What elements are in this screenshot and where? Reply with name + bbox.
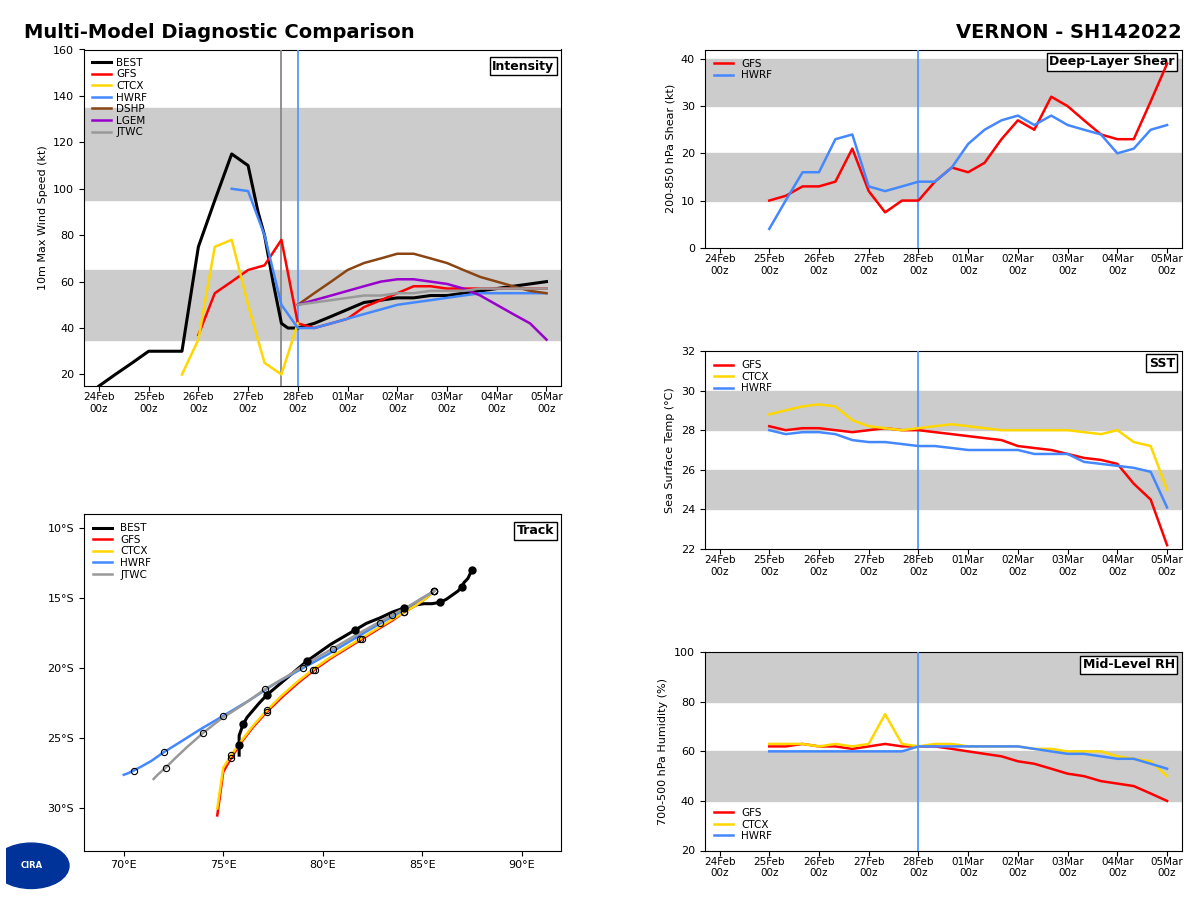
Bar	[704, 58, 1182, 106]
Legend: GFS, HWRF: GFS, HWRF	[710, 55, 776, 85]
Text: Mid-Level RH: Mid-Level RH	[1082, 658, 1175, 671]
Bar	[704, 652, 1182, 702]
Y-axis label: 200-850 hPa Shear (kt): 200-850 hPa Shear (kt)	[665, 84, 676, 213]
Text: SST: SST	[1148, 356, 1175, 370]
Circle shape	[0, 843, 70, 888]
Legend: GFS, CTCX, HWRF: GFS, CTCX, HWRF	[710, 356, 776, 398]
Bar	[84, 270, 562, 339]
Y-axis label: Sea Surface Temp (°C): Sea Surface Temp (°C)	[665, 387, 676, 513]
Bar	[704, 153, 1182, 201]
Text: Multi-Model Diagnostic Comparison: Multi-Model Diagnostic Comparison	[24, 22, 415, 41]
Text: CIRA: CIRA	[20, 861, 42, 870]
Text: Intensity: Intensity	[492, 59, 554, 73]
Text: Track: Track	[517, 524, 554, 537]
Y-axis label: 10m Max Wind Speed (kt): 10m Max Wind Speed (kt)	[37, 146, 48, 290]
Bar	[704, 470, 1182, 509]
Text: Deep-Layer Shear: Deep-Layer Shear	[1049, 56, 1175, 68]
Bar	[704, 752, 1182, 801]
Legend: BEST, GFS, CTCX, HWRF, JTWC: BEST, GFS, CTCX, HWRF, JTWC	[89, 519, 156, 584]
Legend: BEST, GFS, CTCX, HWRF, DSHP, LGEM, JTWC: BEST, GFS, CTCX, HWRF, DSHP, LGEM, JTWC	[89, 55, 150, 140]
Bar	[84, 107, 562, 201]
Text: VERNON - SH142022: VERNON - SH142022	[956, 22, 1182, 41]
Legend: GFS, CTCX, HWRF: GFS, CTCX, HWRF	[710, 804, 776, 845]
Y-axis label: 700-500 hPa Humidity (%): 700-500 hPa Humidity (%)	[659, 678, 668, 825]
Bar	[704, 391, 1182, 430]
